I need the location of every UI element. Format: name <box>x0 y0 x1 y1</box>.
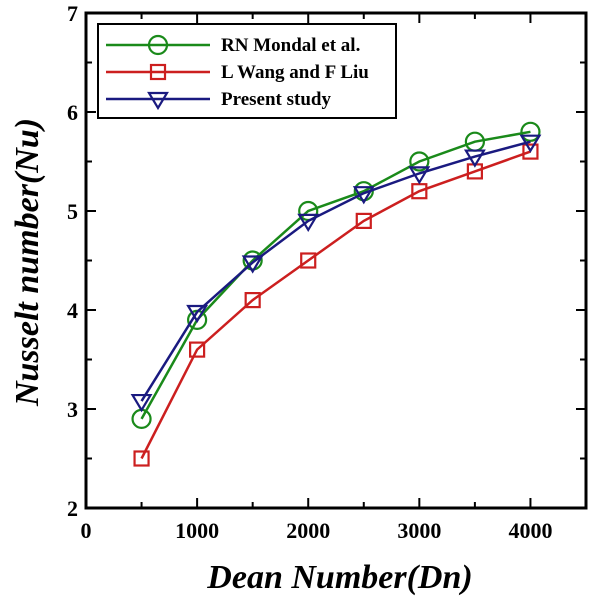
data-point <box>463 149 486 168</box>
y-tick-label: 2 <box>67 496 78 521</box>
data-point <box>244 292 261 309</box>
data-point <box>130 393 153 413</box>
x-tick-label: 4000 <box>508 518 552 543</box>
series-line <box>140 150 531 460</box>
series-line <box>140 130 531 420</box>
data-point <box>520 121 541 142</box>
data-point <box>519 134 542 153</box>
y-tick-label: 3 <box>67 397 78 422</box>
data-point <box>408 166 431 185</box>
legend-item: RN Mondal et al. <box>106 34 360 56</box>
data-point <box>352 186 375 205</box>
data-point <box>133 450 150 467</box>
legend-item: Present study <box>106 89 331 111</box>
y-tick-label: 6 <box>67 100 78 125</box>
data-point <box>409 151 430 172</box>
y-axis-title: Nusselt number(Nu) <box>9 118 46 407</box>
legend-label: Present study <box>221 89 331 110</box>
legend-item: L Wang and F Liu <box>106 62 369 83</box>
x-tick-label: 2000 <box>286 518 330 543</box>
data-point <box>241 255 264 274</box>
legend-marker <box>147 91 169 111</box>
data-point <box>186 304 209 324</box>
x-tick-label: 1000 <box>175 518 219 543</box>
y-tick-label: 5 <box>67 199 78 224</box>
y-tick-label: 4 <box>67 298 78 323</box>
legend-label: RN Mondal et al. <box>221 35 360 56</box>
data-point <box>189 341 206 358</box>
series-line <box>140 140 531 402</box>
x-axis-title: Dean Number(Dn) <box>206 559 472 596</box>
legend-marker <box>149 63 167 81</box>
x-tick-label: 3000 <box>397 518 441 543</box>
legend-marker <box>147 34 169 56</box>
data-point <box>522 143 539 160</box>
series-3 <box>130 134 542 413</box>
data-point <box>297 213 320 233</box>
legend-label: L Wang and F Liu <box>221 62 369 83</box>
data-point <box>355 212 372 229</box>
series-1 <box>131 121 541 429</box>
data-point <box>300 252 317 269</box>
data-point <box>131 408 152 429</box>
x-tick-label: 0 <box>81 518 92 543</box>
y-tick-label: 7 <box>67 1 78 26</box>
